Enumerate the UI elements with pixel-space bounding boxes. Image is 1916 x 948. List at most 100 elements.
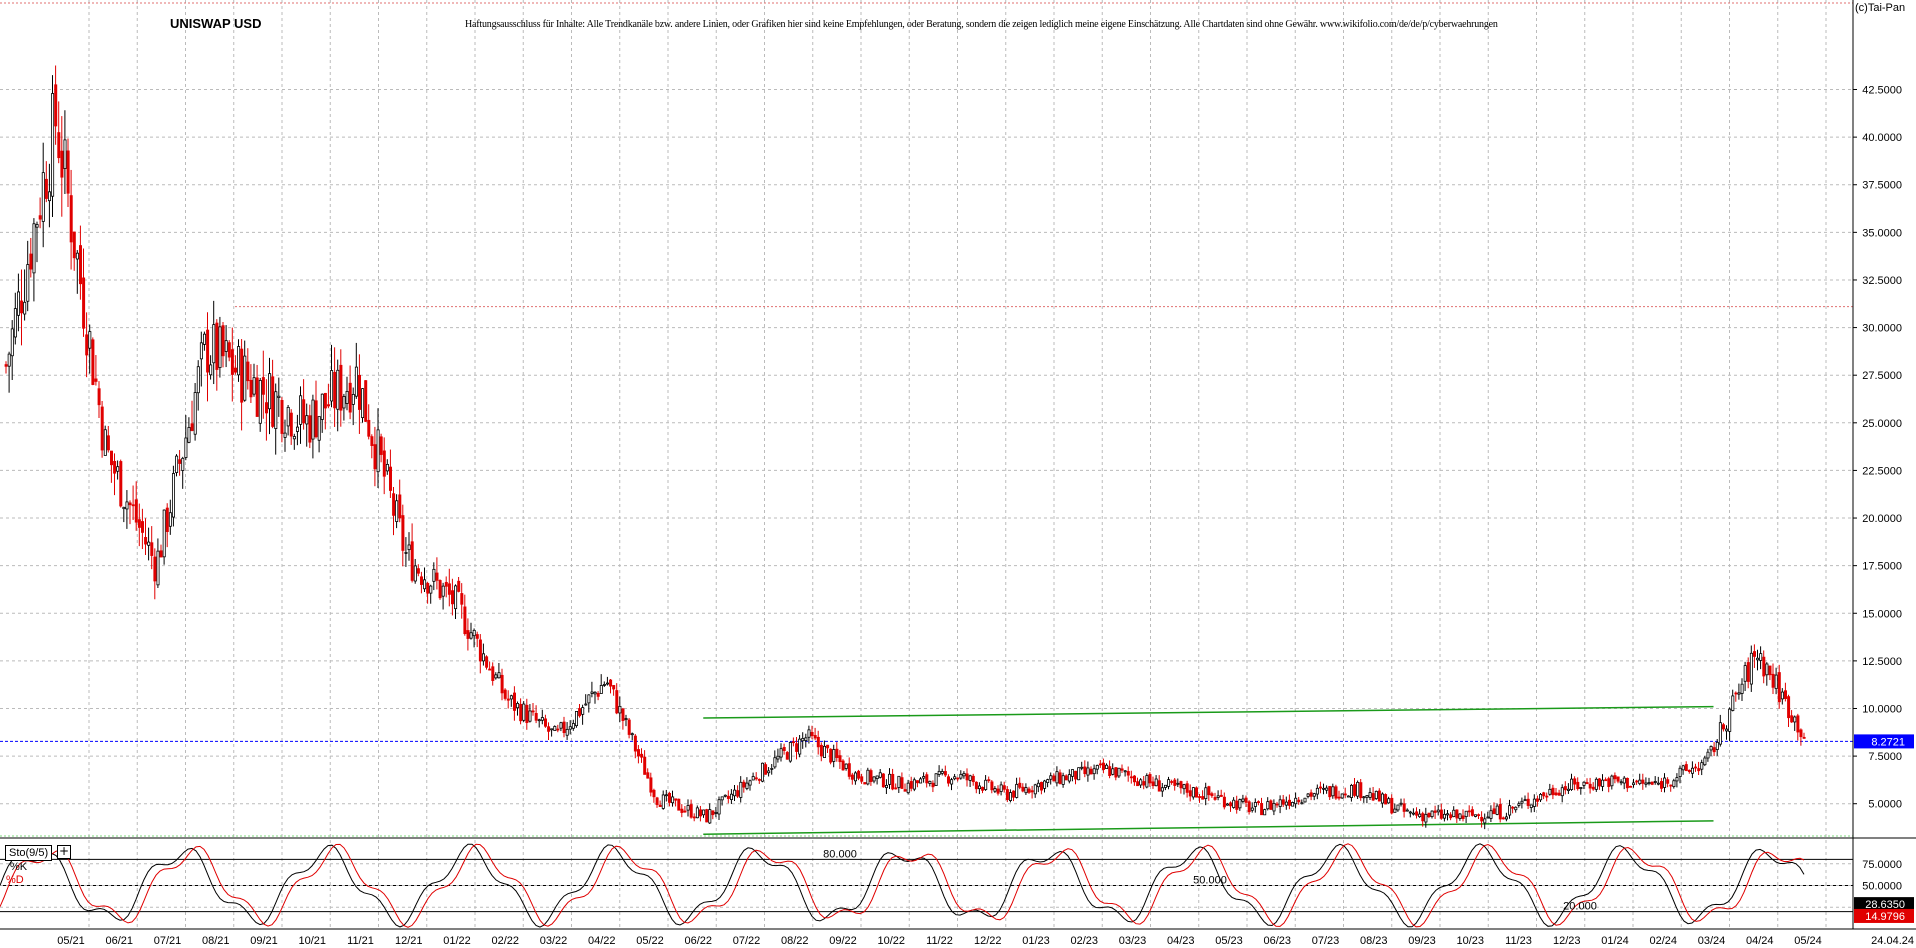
candle-body xyxy=(1328,785,1332,798)
candle-body xyxy=(165,507,169,532)
candle-body xyxy=(485,656,489,668)
candle-body xyxy=(959,773,963,779)
candle-body xyxy=(1768,665,1772,676)
candle-body xyxy=(531,710,535,713)
candle-body xyxy=(1709,746,1713,751)
candle-body xyxy=(922,776,926,779)
candle-body xyxy=(227,342,231,358)
candle-body xyxy=(674,798,678,801)
candle-body xyxy=(119,461,123,507)
candle-body xyxy=(1743,665,1747,682)
indicator-tick-label: 75.0000 xyxy=(1862,859,1902,871)
candle-body xyxy=(1560,787,1564,797)
candle-body xyxy=(463,606,467,635)
candle-body xyxy=(1402,803,1406,812)
candle-body xyxy=(1297,799,1301,803)
candle-body xyxy=(832,749,836,762)
candle-body xyxy=(1799,729,1803,738)
candle-body xyxy=(1167,779,1171,787)
candle-body xyxy=(1235,800,1239,810)
candle-body xyxy=(1501,817,1505,820)
candle-body xyxy=(339,364,343,411)
candle-body xyxy=(525,704,529,724)
candle-body xyxy=(1728,708,1732,732)
candle-body xyxy=(990,781,994,791)
candle-body xyxy=(82,277,86,329)
x-tick-label: 07/21 xyxy=(154,935,182,947)
candle-body xyxy=(1359,782,1363,799)
candle-body xyxy=(1033,784,1037,795)
candle-body xyxy=(782,747,786,751)
candle-body xyxy=(770,768,774,770)
candle-body xyxy=(1337,796,1341,799)
candle-body xyxy=(1418,813,1422,818)
plus-icon[interactable]: + xyxy=(57,844,71,859)
candle-body xyxy=(658,804,662,807)
candle-body xyxy=(497,672,501,679)
candle-body xyxy=(1182,784,1186,790)
x-tick-label: 05/21 xyxy=(57,935,85,947)
candle-body xyxy=(466,630,470,639)
x-tick-label: 04/23 xyxy=(1167,935,1195,947)
candle-body xyxy=(841,760,845,771)
candle-body xyxy=(1545,795,1549,798)
candle-body xyxy=(113,460,117,474)
candle-body xyxy=(38,215,42,220)
candle-body xyxy=(153,556,157,582)
candle-body xyxy=(1148,774,1152,784)
candle-body xyxy=(1492,808,1496,815)
candle-body xyxy=(1452,809,1456,818)
candle-body xyxy=(1036,782,1040,788)
candle-body xyxy=(1601,779,1605,787)
y-tick-label: 37.5000 xyxy=(1862,180,1902,192)
candle-body xyxy=(596,692,600,697)
x-tick-label: 06/22 xyxy=(684,935,712,947)
candle-body xyxy=(330,370,334,402)
candle-body xyxy=(475,634,479,639)
candle-body xyxy=(965,773,969,781)
candle-body xyxy=(1151,781,1155,787)
candle-body xyxy=(776,755,780,760)
current-price-tag-bg xyxy=(1854,734,1914,749)
candle-body xyxy=(1154,778,1158,787)
candle-body xyxy=(35,224,39,228)
candle-body xyxy=(1111,768,1115,775)
candle-body xyxy=(88,331,92,349)
candle-body xyxy=(125,501,129,510)
candle-body xyxy=(767,770,771,774)
candle-body xyxy=(1198,796,1202,798)
candle-body xyxy=(1681,765,1685,771)
candle-body xyxy=(1427,812,1431,818)
candle-body xyxy=(441,585,445,597)
candle-body xyxy=(953,776,957,780)
candle-body xyxy=(1672,780,1676,787)
candle-body xyxy=(1436,809,1440,813)
candle-body xyxy=(54,84,58,127)
candle-body xyxy=(1204,787,1208,800)
candle-body xyxy=(444,581,448,587)
candle-body xyxy=(1300,802,1304,805)
candle-body xyxy=(509,695,513,700)
candle-body xyxy=(175,455,179,473)
x-tick-label: 08/22 xyxy=(781,935,809,947)
candle-body xyxy=(156,550,160,586)
candle-body xyxy=(416,568,420,574)
candle-body xyxy=(404,552,408,554)
candle-body xyxy=(1108,766,1112,776)
candle-body xyxy=(1746,662,1750,682)
indicator-name-box[interactable]: Sto(9/5) xyxy=(5,845,53,861)
candle-body xyxy=(999,784,1003,792)
candle-body xyxy=(1548,788,1552,795)
y-tick-label: 12.5000 xyxy=(1862,656,1902,668)
candle-body xyxy=(1201,796,1205,800)
candle-body xyxy=(599,685,603,694)
x-tick-label: 05/24 xyxy=(1794,935,1822,947)
candle-body xyxy=(435,572,439,581)
y-tick-label: 17.5000 xyxy=(1862,561,1902,573)
candle-body xyxy=(1139,779,1143,786)
candle-body xyxy=(1226,803,1230,806)
candle-body xyxy=(984,779,988,790)
candle-body xyxy=(1765,663,1769,676)
candle-body xyxy=(209,364,213,376)
x-tick-label: 10/23 xyxy=(1456,935,1484,947)
